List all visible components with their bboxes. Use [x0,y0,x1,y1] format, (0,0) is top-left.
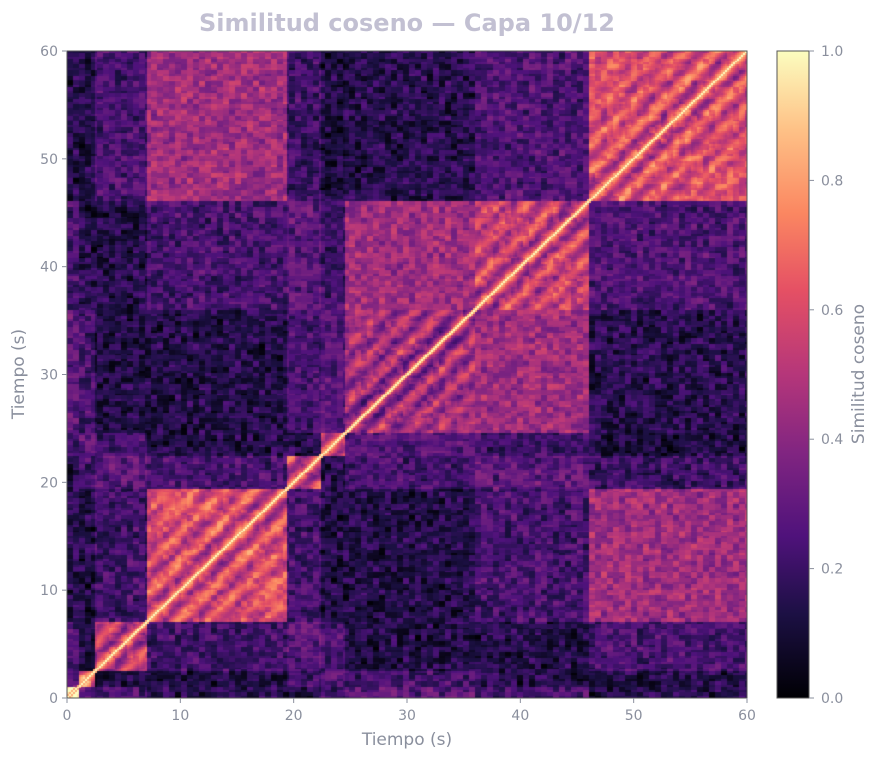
x-tick-label: 50 [625,708,643,724]
heatmap-area [67,51,747,698]
x-tick-label: 40 [511,708,529,724]
y-tick-label: 10 [40,583,58,599]
x-tick-label: 10 [171,708,189,724]
colorbar-axis: 0.0 0.2 0.4 0.6 0.8 1.0 [809,44,843,707]
x-tick-label: 20 [285,708,303,724]
x-tick-label: 60 [738,708,756,724]
x-tick-label: 0 [63,708,72,724]
y-tick-label: 20 [40,475,58,491]
y-tick-label: 0 [49,691,58,707]
colorbar-tick-label: 0.2 [821,562,843,578]
chart-title: Similitud coseno — Capa 10/12 [199,9,615,37]
x-axis-label: Tiempo (s) [361,730,452,750]
y-tick-label: 30 [40,368,58,384]
x-axis: 0 10 20 30 40 50 60 [63,698,756,724]
colorbar [777,51,809,698]
colorbar-frame [776,50,810,699]
colorbar-label: Similitud coseno [849,304,869,444]
colorbar-tick-label: 0.6 [821,303,843,319]
y-tick-label: 60 [40,44,58,60]
colorbar-tick-label: 0.8 [821,173,843,189]
colorbar-tick-label: 0.0 [821,691,843,707]
x-tick-label: 30 [398,708,416,724]
y-tick-label: 50 [40,152,58,168]
colorbar-tick-label: 1.0 [821,44,843,60]
y-tick-label: 40 [40,260,58,276]
y-axis: 0 10 20 30 40 50 60 [40,44,67,707]
similarity-heatmap [67,51,747,698]
colorbar-tick-label: 0.4 [821,432,843,448]
y-axis-label: Tiempo (s) [9,329,29,420]
